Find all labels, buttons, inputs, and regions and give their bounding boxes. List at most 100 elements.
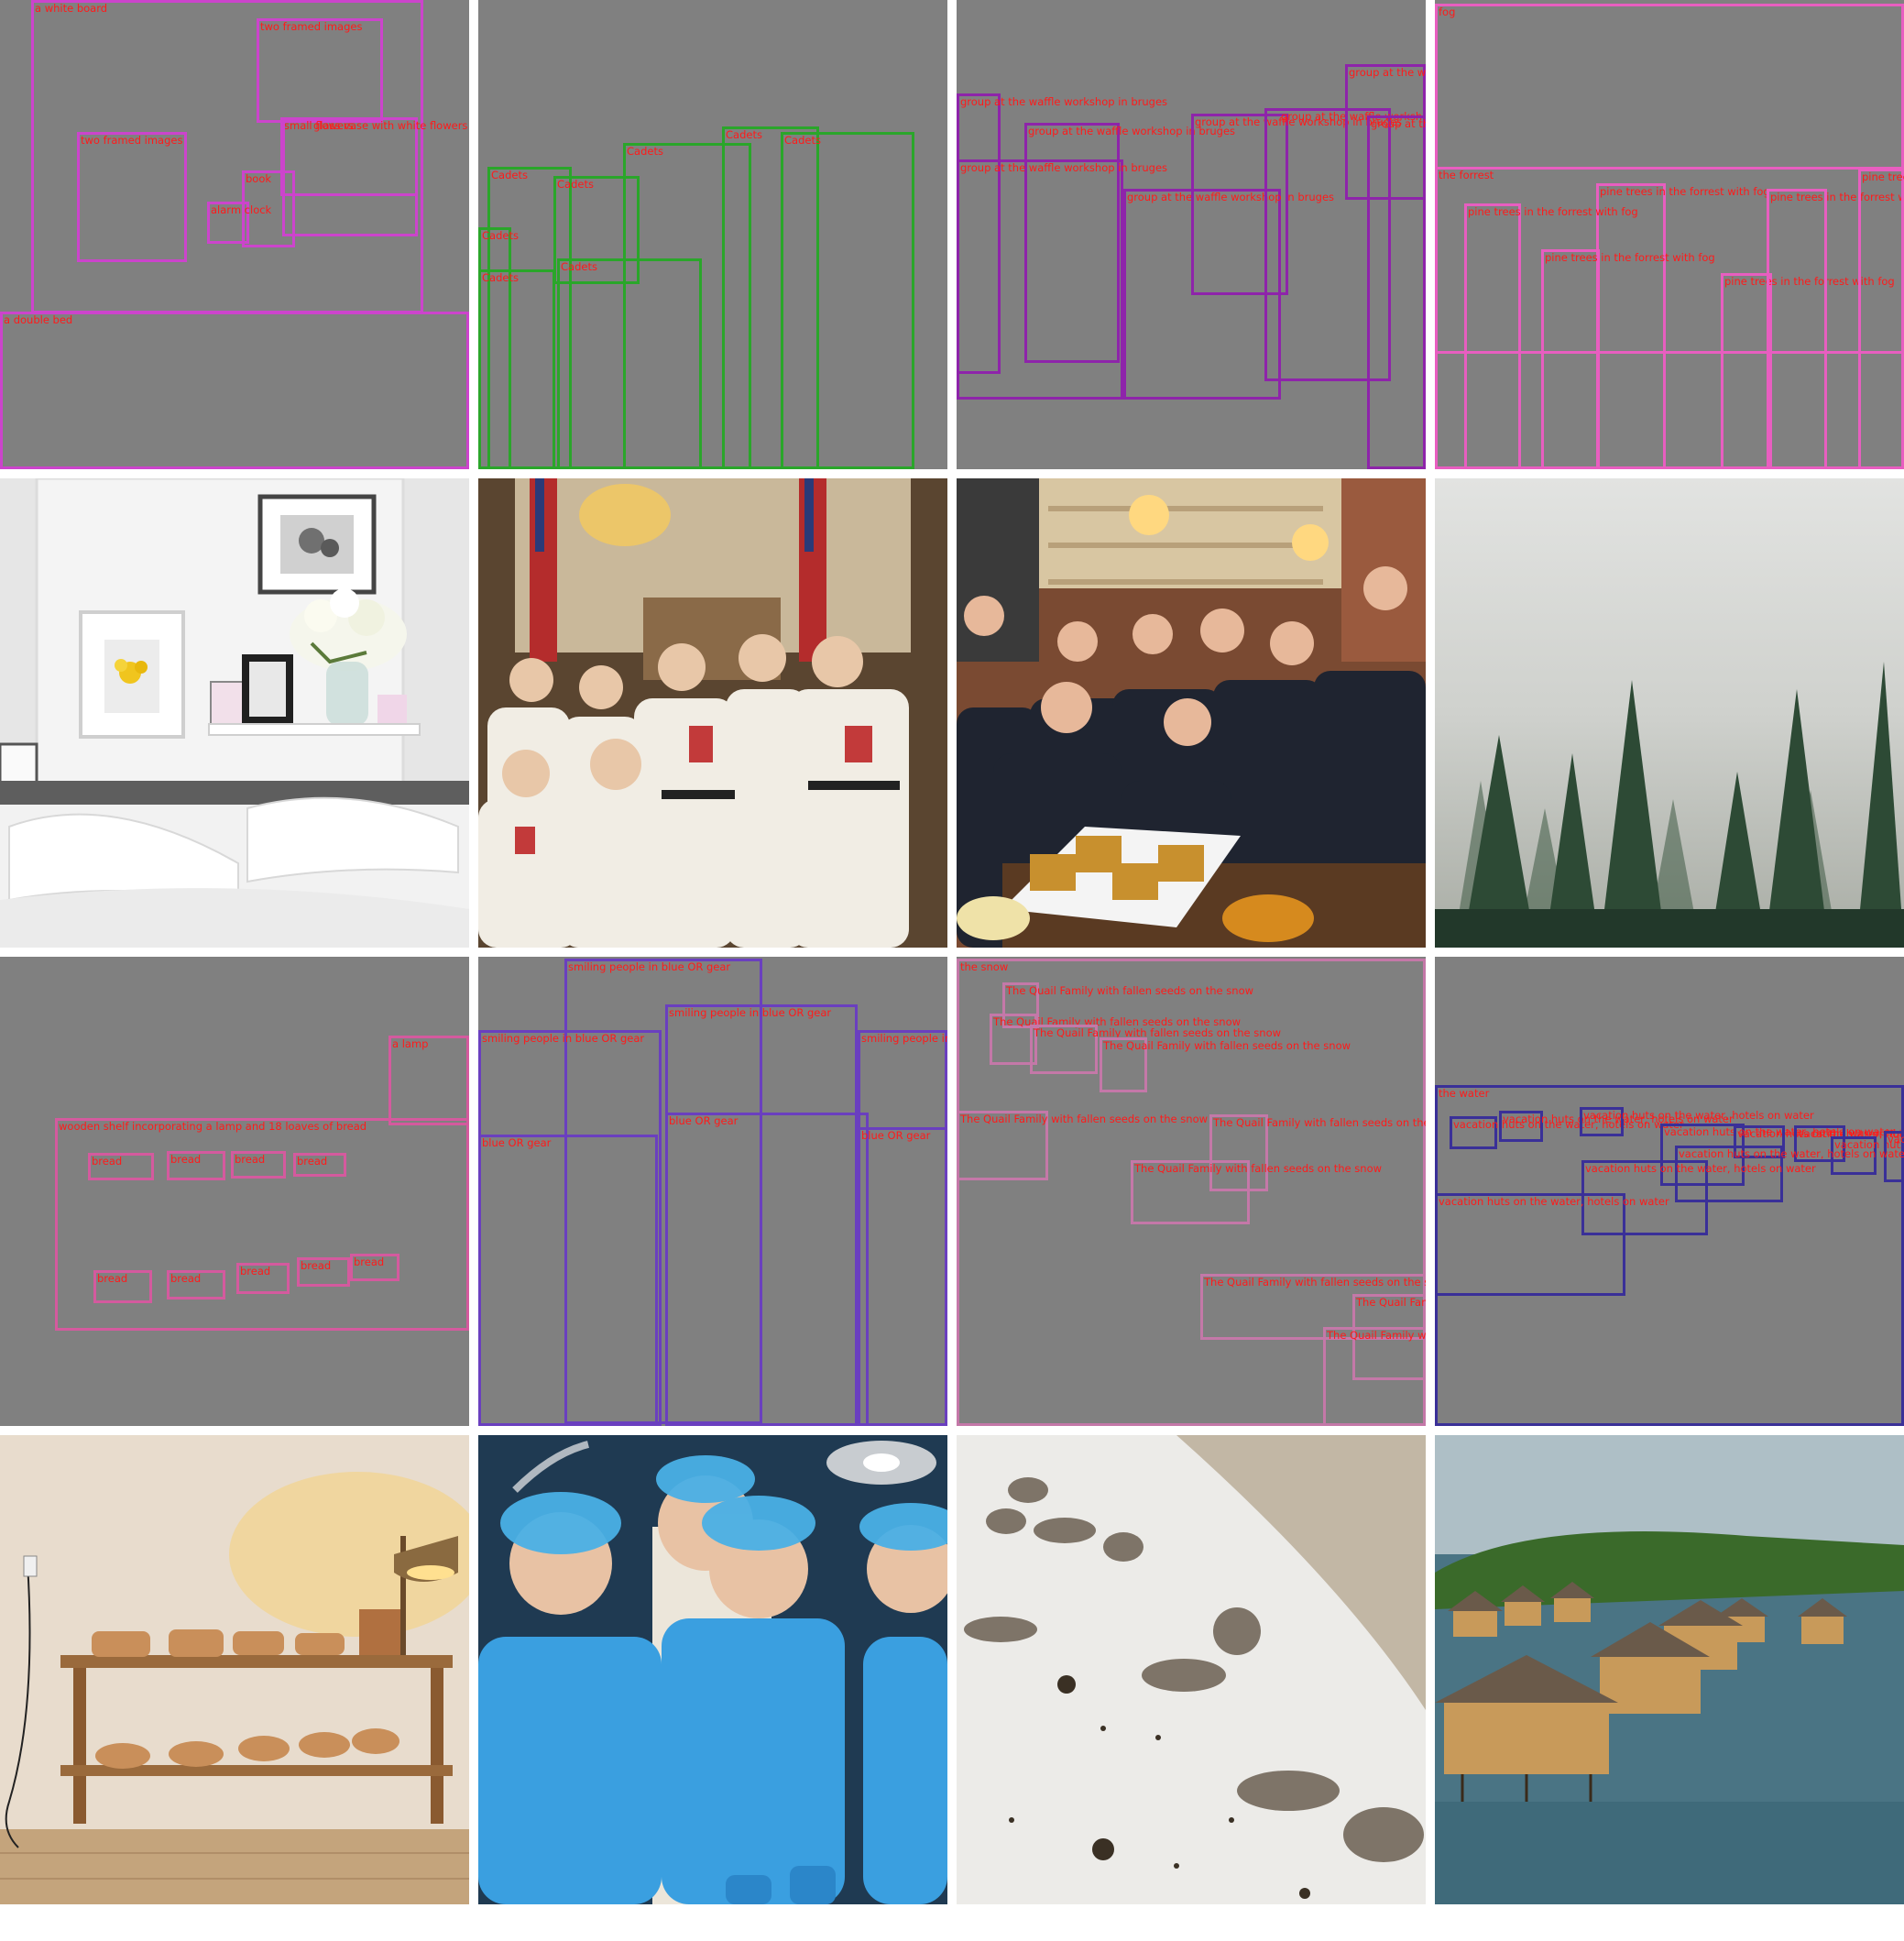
bbox-label: group at the waffle workshop in bruges [1371,117,1426,130]
bbox-label: bread [354,1256,385,1268]
bbox-pine-trees: pine trees in the forrest with fog [1541,249,1715,469]
bbox-label: Cadets [784,134,821,147]
bbox-label: The Quail Family with fallen seeds on th… [1213,1116,1426,1129]
photo-bread-shelf [0,1435,469,1904]
bbox-hut: vacation huts on the water, hotels on wa… [1580,1107,1814,1136]
bbox-bread: bread [167,1151,225,1180]
bbox-alarm-clock: alarm clock [207,202,271,244]
bbox-label: two framed images [260,20,363,33]
bbox-pine-trees: pine trees in the forrest with fog [1721,273,1895,469]
bbox-label: The Quail Family with fallen seeds on th… [1134,1162,1383,1175]
photo-huts [1435,1435,1904,1904]
bbox-book: book [242,170,295,247]
bbox-snow: the snow [957,959,1426,1426]
bbox-label: bread [92,1155,123,1168]
bbox-label: the snow [960,960,1009,973]
bbox-label: smiling people in blue OR gear [568,960,731,973]
bbox-hut: vacation huts on the water, hotels on wa… [1675,1146,1904,1202]
bbox-label: vacation huts on the water, hotels on wa… [1583,1109,1814,1122]
bbox-bread: bread [88,1153,154,1180]
bbox-hut: vacation huts on the water, hotels on wa… [1884,1131,1904,1182]
bbox-quail: The Quail Family with fallen seeds on th… [1030,1025,1281,1074]
bbox-double-bed: a double bed [0,312,469,469]
bbox-quail: The Quail Family with fallen seeds on th… [1323,1327,1426,1426]
layout-tile-forest: fog the forrest pine trees in the forres… [1435,0,1904,469]
bbox-bread: bread [167,1270,225,1299]
bbox-label: pine trees in the forrest with fog [1545,251,1715,264]
bbox-hut: vacation huts on the water, hotels on wa… [1794,1125,1904,1162]
photo-cadets [478,478,947,948]
photo-medical [478,1435,947,1904]
bbox-framed-images-left: two framed images [77,132,187,262]
bbox-label: bread [170,1272,202,1285]
bbox-bread: bread [93,1270,152,1303]
layout-tile-huts: the water vacation huts on the water, ho… [1435,957,1904,1426]
bbox-label: the water [1439,1087,1490,1100]
bbox-label: Cadets [482,229,519,242]
bbox-smiling-people: smiling people in blue OR gear [564,959,762,1424]
bbox-label: group at the waffle workshop in bruges [1127,191,1335,203]
bbox-label: alarm clock [211,203,272,216]
bbox-label: a double bed [4,313,73,326]
bbox-quail: The Quail Family with fallen seeds on th… [1131,1160,1382,1224]
bbox-label: group at the waffle workshop in bruges [1028,125,1236,137]
bbox-bread: bread [293,1153,346,1177]
photo-bedroom [0,478,469,948]
bbox-label: blue OR gear [669,1114,739,1127]
layout-tile-cadets: Cadets Cadets Cadets Cadets Cadets Cadet… [478,0,947,469]
bbox-blue-or-gear: blue OR gear [665,1113,869,1426]
bbox-label: The Quail Family with fallen seeds on th… [1034,1026,1282,1039]
bbox-label: blue OR gear [861,1129,931,1142]
bbox-quail: The Quail Family with fallen seeds on th… [1209,1114,1426,1191]
bbox-cadet: Cadets [553,176,640,284]
bbox-cadet: Cadets [722,126,819,469]
bbox-label: smiling people in blue OR gear [482,1032,645,1045]
bbox-label: The Quail Family with fallen seeds on th… [960,1113,1209,1125]
layout-tile-bread: a lamp wooden shelf incorporating a lamp… [0,957,469,1426]
bbox-label: Cadets [561,260,597,273]
photo-forest [1435,478,1904,948]
bbox-label: group at the waffle workshop in bruges [960,161,1168,174]
bbox-label: Cadets [491,169,528,181]
bbox-label: pine trees in the forrest with fog [1862,170,1904,183]
bbox-hut: vacation huts on the water, hotels on wa… [1831,1136,1904,1175]
bbox-hut: vacation huts on the water, hotels on wa… [1435,1193,1669,1296]
bbox-cadet: Cadets [557,258,702,469]
bbox-label: vacation huts on the water, hotels on wa… [1585,1162,1816,1175]
bbox-label: The Quail Family with fallen seeds on th… [1356,1296,1426,1309]
bbox-pine-trees: pine trees in the forrest with fog [1858,169,1904,469]
bbox-quail: The Quail Family with fallen seeds on th… [1100,1037,1351,1092]
bbox-label: Cadets [627,145,663,158]
bbox-label: vacation huts on the water, hotels on wa… [1664,1125,1895,1138]
bbox-label: small flowers [284,119,354,132]
bbox-label: vacation huts on the water, hotels on wa… [1439,1195,1669,1208]
bbox-label: bread [235,1153,266,1166]
bbox-label: bread [97,1272,128,1285]
bbox-label: Cadets [557,178,594,191]
bbox-label: The Quail Family with fallen seeds on th… [1103,1039,1351,1052]
bbox-lamp: a lamp [388,1036,469,1125]
bbox-pine-trees: pine trees in the forrest with fog [1767,189,1904,469]
bbox-quail: The Quail Family with fallen seeds on th… [1002,982,1253,1028]
bbox-hut: vacation huts on the water, hotels on wa… [1581,1160,1816,1235]
bbox-label: bread [301,1259,332,1272]
bbox-label: group at the waffle workshop in bruges [1349,66,1426,79]
bbox-label: pine trees in the forrest with fog [1770,191,1904,203]
bbox-bread: bread [350,1254,399,1281]
bbox-bread: bread [231,1151,286,1179]
bbox-hut: vacation huts on the water, hotels on wa… [1499,1111,1734,1142]
bbox-label: a white board [35,2,108,15]
bbox-label: vacation huts on the water, hotels on wa… [1888,1133,1904,1146]
bbox-blue-or-gear: blue OR gear [478,1135,658,1426]
layout-tile-bedroom: a white board two framed images two fram… [0,0,469,469]
bbox-label: group at the waffle workshop in bruges [1281,110,1426,123]
bbox-group: group at the waffle workshop in bruges [957,159,1167,400]
bbox-label: bread [297,1155,328,1168]
bbox-label: vacation huts on the water, hotels on wa… [1798,1127,1904,1140]
layout-tile-quail: the snow The Quail Family with fallen se… [957,957,1426,1426]
bbox-hut: vacation huts on the water, hotels on wa… [1450,1116,1684,1149]
bbox-label: wooden shelf incorporating a lamp and 18… [59,1120,367,1133]
bbox-bread: bread [236,1263,290,1294]
bbox-label: two framed images [81,134,183,147]
bbox-label: The Quail Family with fallen seeds on th… [1006,984,1254,997]
